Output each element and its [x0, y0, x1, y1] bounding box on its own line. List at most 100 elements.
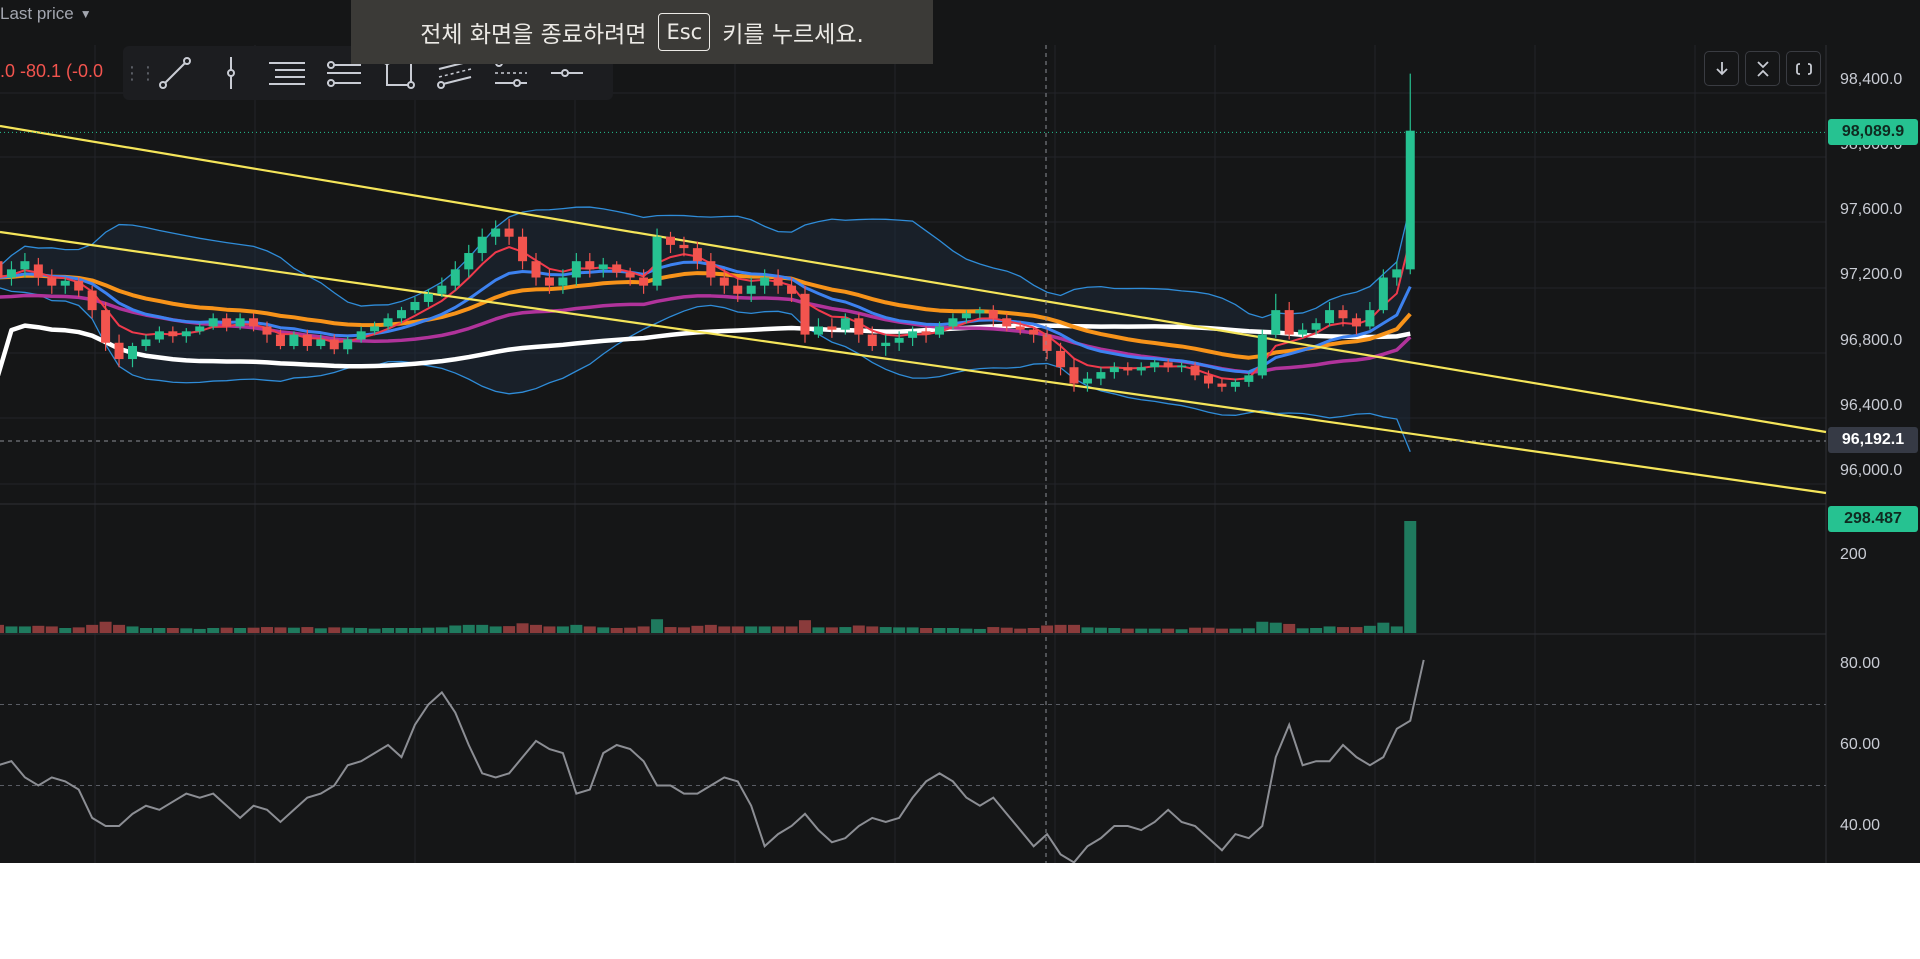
candle-body [800, 293, 810, 335]
volume-bar [718, 626, 731, 633]
fib-extension-tool[interactable] [315, 46, 371, 100]
volume-bar [314, 628, 327, 633]
volume-bar [72, 627, 85, 633]
volume-bar [1094, 627, 1107, 633]
price-chart[interactable] [0, 0, 1920, 863]
candle-body [921, 331, 931, 335]
last-price-selector[interactable]: Last price ▼ [0, 4, 92, 24]
candle-body [773, 277, 783, 286]
candle-body [397, 310, 406, 319]
volume-bar [1269, 622, 1282, 633]
candle-body [612, 264, 622, 273]
volume-bar [32, 625, 45, 633]
candle-body [1150, 362, 1160, 368]
volume-bar [651, 619, 664, 633]
volume-bar [1014, 628, 1027, 633]
candle-body [1311, 323, 1321, 330]
candle-body [1230, 381, 1240, 387]
candle-body [302, 334, 312, 347]
price-tick: 97,600.0 [1840, 201, 1903, 218]
volume-bar [1068, 624, 1080, 633]
volume-bar [1000, 627, 1013, 633]
candle-body [235, 318, 245, 327]
volume-bar [503, 626, 516, 633]
candle-body [1325, 310, 1335, 324]
candle-body [666, 236, 675, 245]
candle-body [746, 285, 756, 294]
volume-bar [731, 626, 744, 633]
candle-body [760, 277, 770, 286]
bollinger-upper-line [0, 205, 1411, 319]
volume-bar [664, 627, 677, 633]
volume-bar [745, 626, 758, 633]
volume-bar [139, 627, 152, 633]
candle-body [491, 228, 501, 237]
volume-bar [1229, 628, 1242, 633]
volume-bar [113, 624, 126, 633]
volume-bar [261, 627, 273, 633]
candle-body [1392, 269, 1402, 278]
volume-bar [301, 627, 314, 633]
candle-body [289, 334, 299, 347]
candle-body [1096, 372, 1106, 379]
candle-body [1082, 378, 1092, 384]
price-tick: 98,400.0 [1840, 71, 1903, 88]
volume-bar [1148, 628, 1161, 633]
trend-line-tool[interactable] [147, 46, 203, 100]
candle-body [47, 277, 57, 286]
volume-bar [368, 628, 381, 633]
candle-body [208, 318, 218, 327]
volume-bar [382, 627, 395, 633]
volume-bar [946, 627, 959, 633]
candle-body [504, 228, 514, 237]
price-tick: 96,800.0 [1840, 332, 1903, 349]
candle-body [1257, 334, 1267, 376]
candle-body [544, 277, 554, 286]
candle-body [692, 248, 702, 262]
ohlc-change: .0 -80.1 (-0.0 [0, 61, 104, 81]
candle-body [1351, 318, 1361, 327]
fib-retracement-tool[interactable] [259, 46, 315, 100]
volume-tick: 200 [1840, 546, 1867, 563]
candle-body [1405, 130, 1415, 270]
volume-bar [408, 627, 421, 633]
candle-body [988, 310, 998, 319]
volume-bar [839, 627, 852, 633]
drag-handle-icon[interactable]: ⋮⋮ [123, 62, 157, 84]
horizontal-ray-tool[interactable] [539, 46, 595, 100]
trend-line-icon [159, 57, 191, 89]
candle-body [787, 285, 797, 294]
candle-body [585, 261, 595, 270]
volume-bar [530, 624, 542, 633]
candle-body [1190, 365, 1200, 376]
volume-bar [1404, 521, 1417, 633]
candle-body [477, 236, 487, 254]
crosshair-price-tag: 96,192.1 [1828, 427, 1918, 453]
vertical-line-tool[interactable] [203, 46, 259, 100]
volume-bar [207, 627, 220, 633]
candle-body [719, 277, 729, 286]
candle-body [908, 331, 918, 338]
last-price-label: Last price [0, 4, 74, 23]
collapse-button[interactable] [1745, 51, 1780, 86]
price-tick: 96,000.0 [1840, 462, 1903, 479]
volume-bar [1256, 621, 1269, 633]
volume-bar [825, 627, 838, 633]
volume-bar [422, 627, 435, 633]
candle-body [181, 331, 191, 337]
candle-body [1298, 329, 1308, 335]
volume-bar [435, 627, 448, 633]
candle-body [154, 331, 164, 340]
fullscreen-button[interactable] [1786, 51, 1821, 86]
volume-bar [59, 627, 72, 633]
candle-body [114, 342, 124, 360]
candle-body [410, 301, 420, 311]
volume-bar [1108, 627, 1121, 633]
vertical-line-icon [227, 57, 235, 89]
volume-bar [99, 621, 112, 633]
candle-body [894, 337, 904, 343]
scroll-to-latest-button[interactable] [1704, 51, 1739, 86]
volume-bar [799, 620, 811, 633]
candle-body [948, 318, 958, 327]
rsi-tick: 40.00 [1840, 817, 1881, 834]
